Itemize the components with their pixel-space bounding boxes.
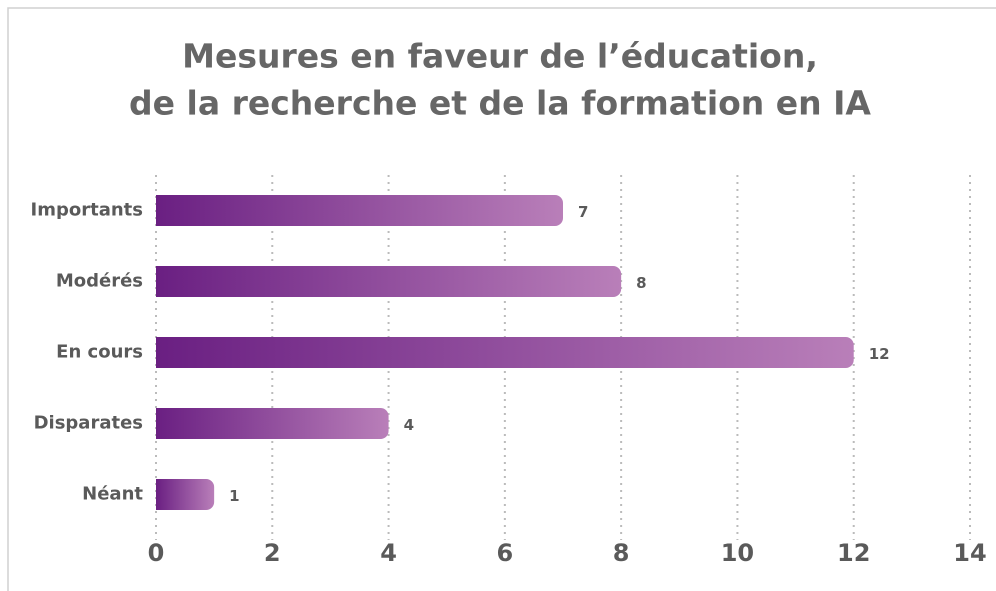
chart-title: de la recherche et de la formation en IA <box>129 84 871 123</box>
value-label: 4 <box>404 416 414 434</box>
x-tick-label: 10 <box>721 539 754 567</box>
value-label: 7 <box>578 203 588 221</box>
bar <box>156 337 854 368</box>
y-tick-label: Disparates <box>34 413 143 434</box>
value-label: 8 <box>636 274 646 292</box>
y-tick-label: En cours <box>56 342 143 363</box>
x-tick-label: 4 <box>380 539 397 567</box>
value-label: 1 <box>229 487 239 505</box>
y-tick-label: Importants <box>31 200 143 221</box>
chart-title: Mesures en faveur de l’éducation, <box>182 37 818 76</box>
bar <box>156 195 563 226</box>
bar <box>156 408 389 439</box>
x-tick-label: 8 <box>613 539 630 567</box>
value-label: 12 <box>869 345 890 363</box>
x-tick-label: 0 <box>148 539 165 567</box>
x-tick-label: 6 <box>497 539 514 567</box>
bar <box>156 266 622 297</box>
y-tick-label: Néant <box>82 484 143 505</box>
x-tick-label: 14 <box>953 539 986 567</box>
y-tick-label: Modérés <box>56 271 143 292</box>
x-tick-label: 2 <box>264 539 281 567</box>
x-tick-label: 12 <box>837 539 870 567</box>
bar <box>156 479 215 510</box>
